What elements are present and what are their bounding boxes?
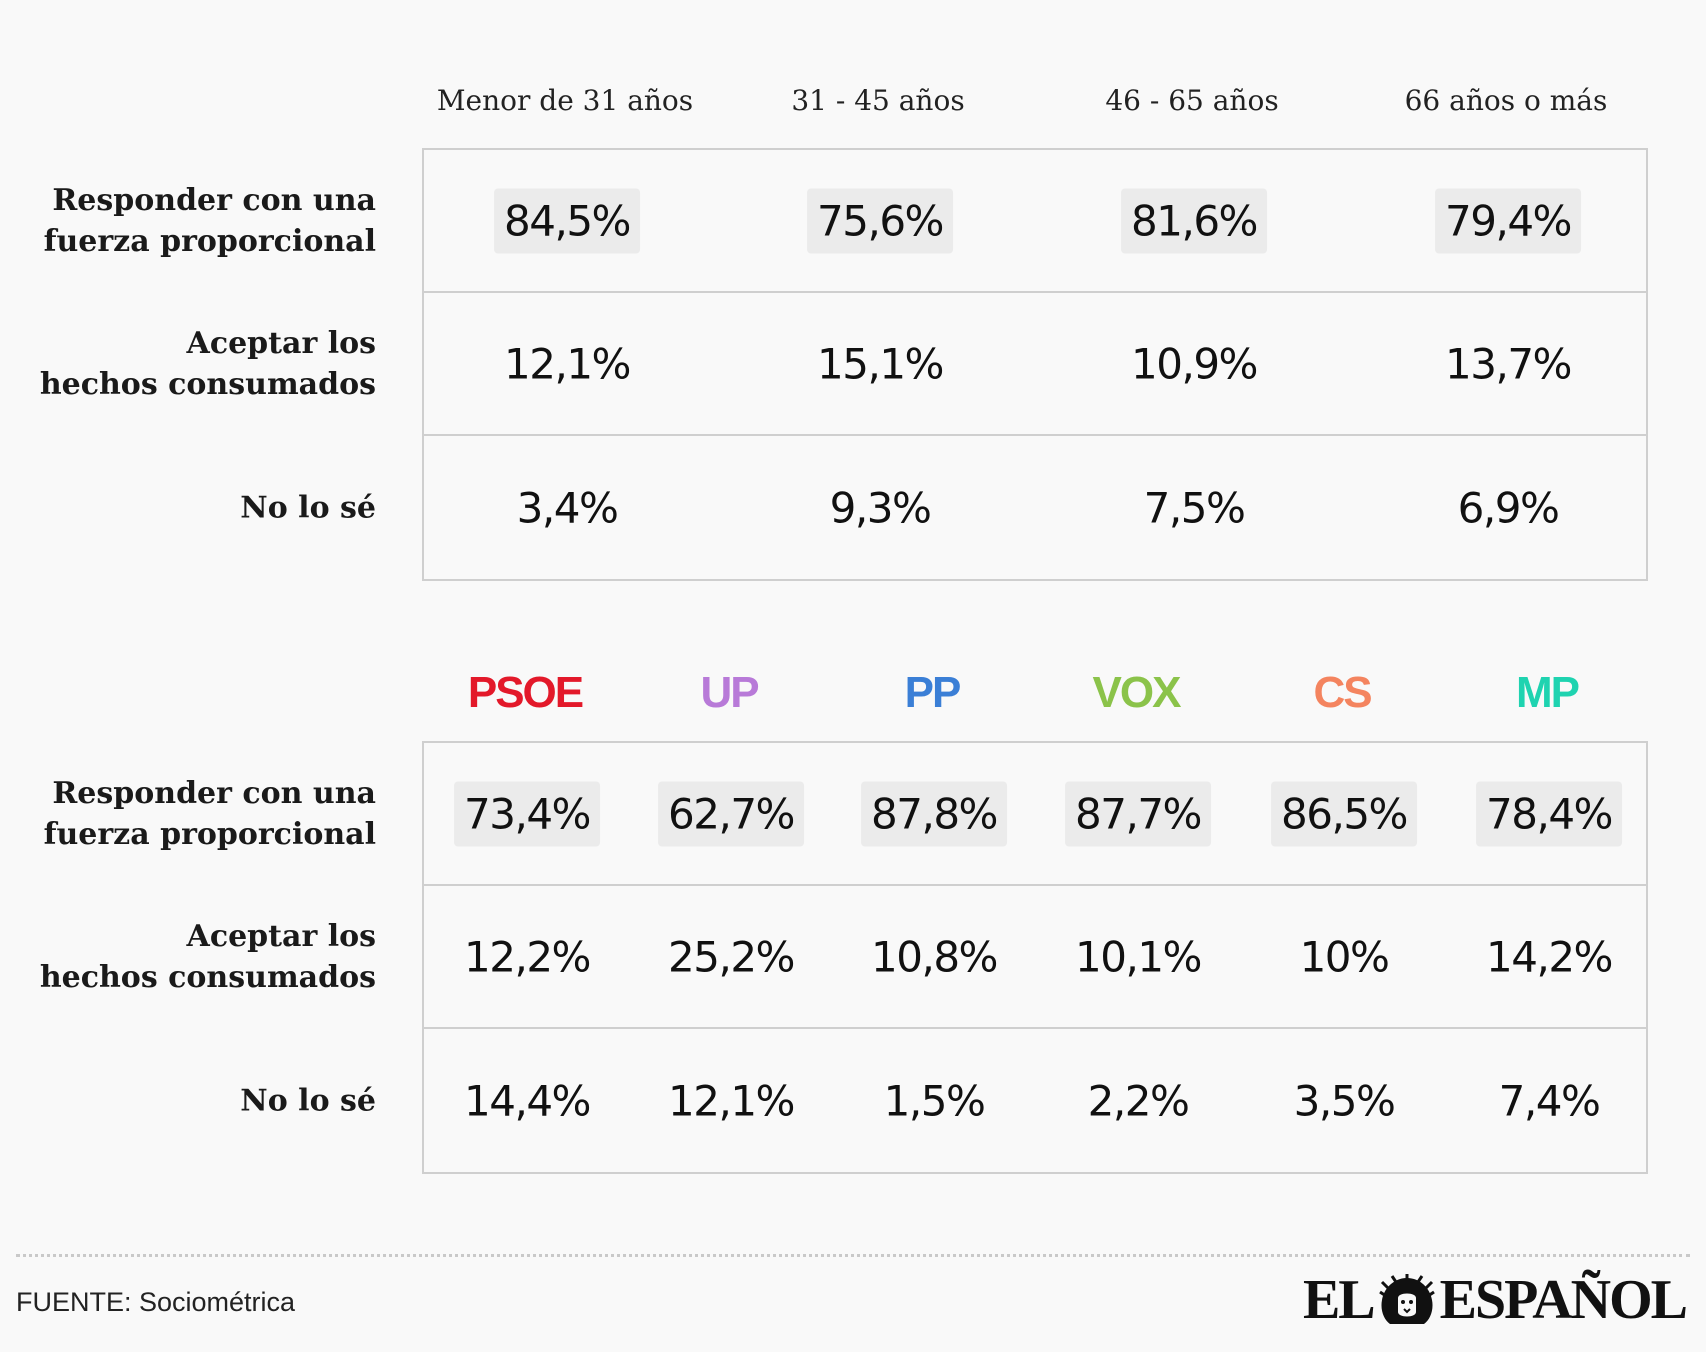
party-column-headers: PSOE UP PP VOX CS MP — [0, 668, 1706, 728]
row-label-line: fuerza proporcional — [43, 223, 376, 259]
value-cell: 7,4% — [1498, 1076, 1601, 1125]
row-label-line: No lo sé — [240, 1083, 376, 1118]
row-label: No lo sé — [36, 1080, 376, 1121]
value-cell: 10% — [1299, 932, 1390, 981]
value-cell: 84,5% — [494, 188, 640, 253]
row-label-line: Aceptar los — [186, 918, 376, 954]
value-cell: 12,2% — [464, 932, 591, 981]
row-label: Aceptar los hechos consumados — [36, 323, 376, 405]
row-label: No lo sé — [36, 487, 376, 528]
value-cell: 3,5% — [1293, 1076, 1396, 1125]
row-label-line: Aceptar los — [186, 325, 376, 361]
value-cell: 14,2% — [1486, 932, 1613, 981]
value-cell: 7,5% — [1143, 483, 1246, 532]
value-cell: 3,4% — [516, 483, 619, 532]
column-header-mp: MP — [1516, 668, 1580, 717]
row-label: Responder con una fuerza proporcional — [36, 773, 376, 855]
value-cell: 13,7% — [1445, 339, 1572, 388]
value-cell: 12,1% — [668, 1076, 795, 1125]
table-row: Aceptar los hechos consumados 12,1% 15,1% 10… — [40, 293, 1646, 436]
row-label-line: Responder con una — [52, 182, 376, 218]
value-cell: 2,2% — [1087, 1076, 1190, 1125]
age-table: Responder con una fuerza proporcional 84,5… — [40, 148, 1648, 581]
value-cell: 73,4% — [454, 781, 600, 846]
source-note: FUENTE: Sociométrica — [16, 1287, 296, 1317]
value-cell: 87,7% — [1065, 781, 1211, 846]
row-label-line: hechos consumados — [39, 366, 376, 402]
party-table: Responder con una fuerza proporcional 73,4… — [40, 741, 1648, 1174]
value-cell: 14,4% — [464, 1076, 591, 1125]
table-row: Aceptar los hechos consumados 12,2% 25,2% 10… — [40, 886, 1646, 1029]
row-label-line: hechos consumados — [39, 959, 376, 995]
value-cell: 75,6% — [807, 188, 953, 253]
column-header-menor-de-31-a-os: Menor de 31 años — [436, 84, 694, 117]
row-label-line: Responder con una — [52, 775, 376, 811]
column-header-66-a-os-o-m-s: 66 años o más — [1404, 84, 1608, 117]
column-header-cs: CS — [1313, 668, 1372, 717]
row-label: Responder con una fuerza proporcional — [36, 180, 376, 262]
logo-text-el: EL — [1302, 1269, 1376, 1331]
value-cell: 1,5% — [883, 1076, 986, 1125]
value-cell: 15,1% — [817, 339, 944, 388]
value-cell: 10,1% — [1075, 932, 1202, 981]
table-row: No lo sé 3,4% 9,3% 7,5% 6,9% — [240, 436, 1646, 579]
value-cell: 10,8% — [871, 932, 998, 981]
column-header-vox: VOX — [1092, 668, 1182, 717]
row-label-line: fuerza proporcional — [43, 816, 376, 852]
lion-head-icon — [1376, 1274, 1438, 1326]
footer-divider — [16, 1254, 1690, 1257]
table-row: No lo sé 14,4% 12,1% 1,5% 2,2% 3,5% 7,4% — [240, 1029, 1646, 1172]
value-cell: 78,4% — [1476, 781, 1622, 846]
value-cell: 10,9% — [1131, 339, 1258, 388]
table-row: Responder con una fuerza proporcional 73,4… — [44, 743, 1646, 886]
el-espanol-logo: EL ESPAÑOL — [1302, 1268, 1688, 1332]
value-cell: 25,2% — [668, 932, 795, 981]
column-header-pp: PP — [904, 668, 962, 717]
value-cell: 62,7% — [658, 781, 804, 846]
column-header-up: UP — [700, 668, 759, 717]
value-cell: 12,1% — [504, 339, 631, 388]
value-cell: 9,3% — [829, 483, 932, 532]
age-column-headers: Menor de 31 años 31 - 45 años 46 - 65 años… — [0, 84, 1706, 124]
value-cell: 81,6% — [1121, 188, 1267, 253]
column-header-psoe: PSOE — [467, 668, 584, 717]
row-label: Aceptar los hechos consumados — [36, 916, 376, 998]
table-row: Responder con una fuerza proporcional 84,5… — [44, 150, 1646, 293]
value-cell: 86,5% — [1271, 781, 1417, 846]
value-cell: 6,9% — [1457, 483, 1560, 532]
logo-text-espanol: ESPAÑOL — [1439, 1269, 1688, 1331]
value-cell: 79,4% — [1435, 188, 1581, 253]
value-cell: 87,8% — [861, 781, 1007, 846]
row-label-line: No lo sé — [240, 490, 376, 525]
column-header-46-65-a-os: 46 - 65 años — [1105, 84, 1279, 117]
column-header-31-45-a-os: 31 - 45 años — [791, 84, 965, 117]
